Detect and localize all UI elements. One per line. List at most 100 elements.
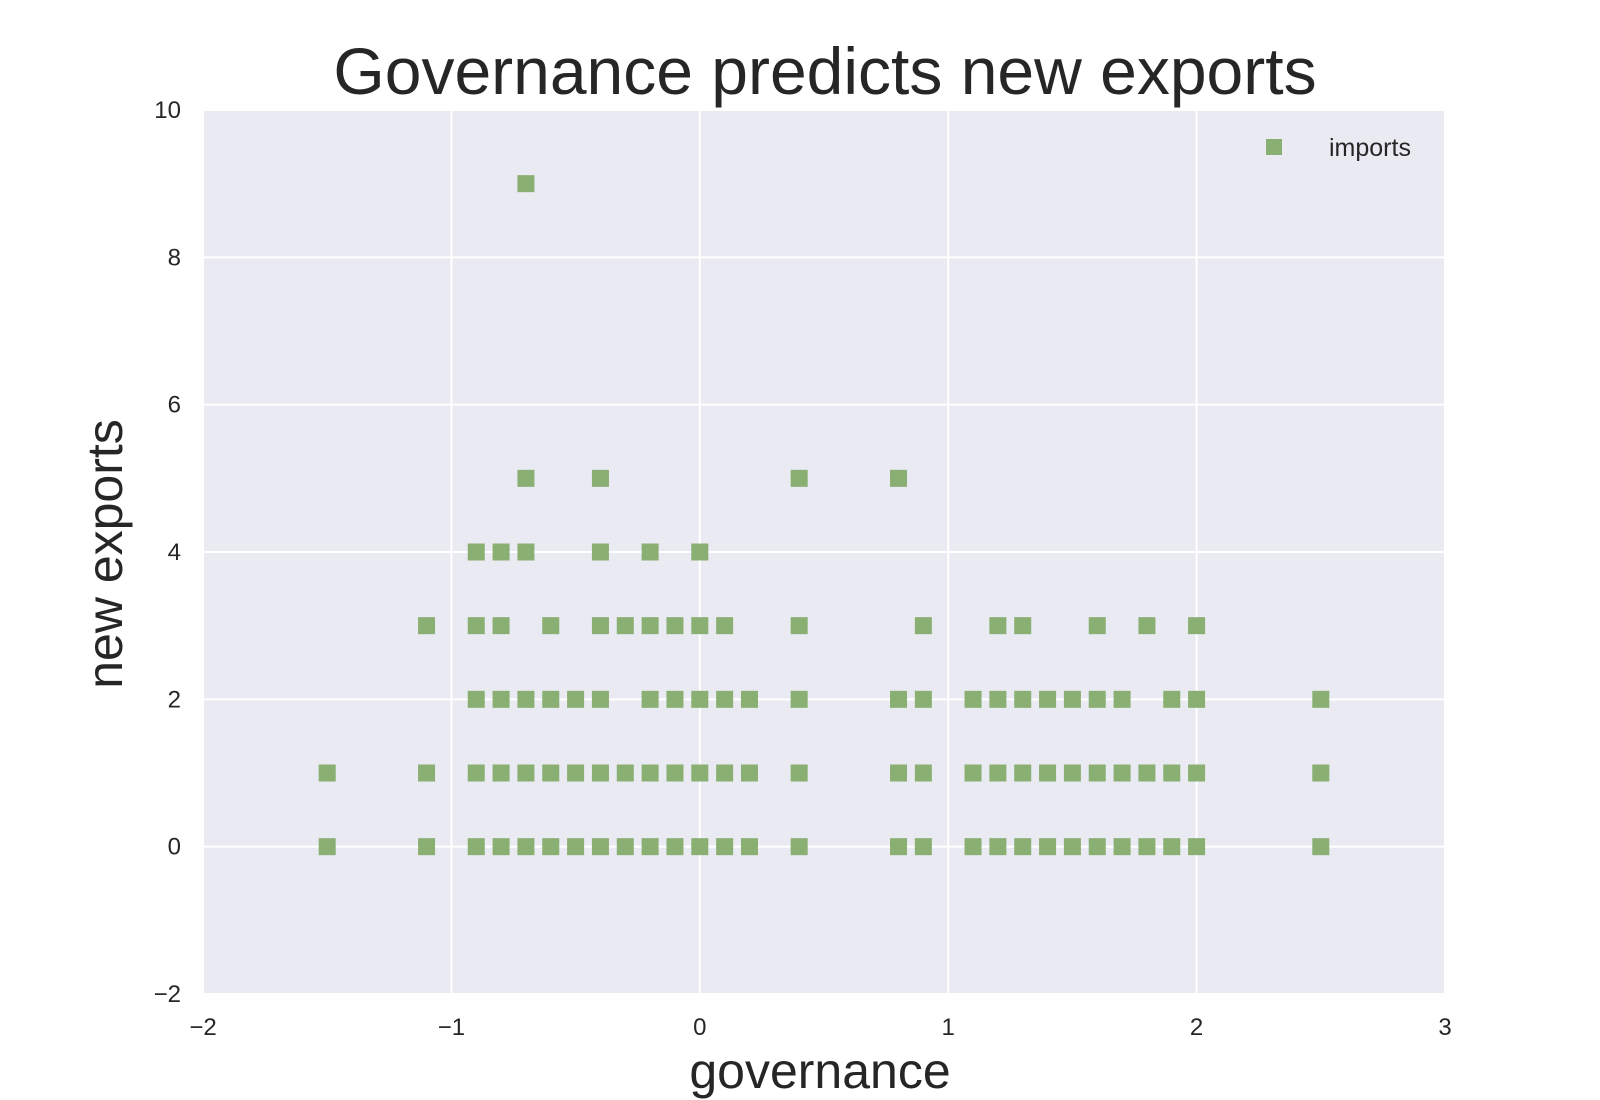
data-point (790, 764, 808, 782)
data-point (1163, 764, 1181, 782)
data-point (1113, 764, 1131, 782)
data-point (318, 838, 336, 856)
data-point (542, 764, 560, 782)
data-point (418, 617, 436, 635)
data-point (641, 617, 659, 635)
data-point (1014, 617, 1032, 635)
data-point (964, 690, 982, 708)
data-point (890, 764, 908, 782)
data-point (517, 838, 535, 856)
data-point (517, 690, 535, 708)
data-point (890, 469, 908, 487)
data-point (567, 764, 585, 782)
data-point (1063, 838, 1081, 856)
data-point (318, 764, 336, 782)
y-tick-label: 10 (154, 97, 181, 124)
data-point (517, 469, 535, 487)
legend-label-imports: imports (1329, 134, 1411, 162)
data-point (641, 764, 659, 782)
x-tick-labels: −2 −1 0 1 2 3 (189, 1014, 1451, 1041)
data-point (790, 469, 808, 487)
data-point (641, 543, 659, 561)
y-tick-label: 4 (168, 539, 181, 566)
data-point (740, 690, 758, 708)
data-point (591, 690, 609, 708)
legend-marker-imports (1266, 139, 1282, 155)
data-point (1088, 764, 1106, 782)
x-tick-label: −1 (438, 1014, 465, 1041)
data-point (1088, 617, 1106, 635)
x-tick-label: 1 (942, 1014, 955, 1041)
data-point (542, 838, 560, 856)
data-point (740, 764, 758, 782)
data-point (890, 690, 908, 708)
data-point (790, 617, 808, 635)
data-point (467, 764, 485, 782)
data-point (1163, 690, 1181, 708)
data-point (517, 764, 535, 782)
y-axis-label: new exports (77, 419, 133, 689)
data-point (591, 469, 609, 487)
data-point (591, 543, 609, 561)
data-point (1039, 690, 1057, 708)
data-point (1188, 764, 1206, 782)
y-tick-label: 0 (168, 834, 181, 861)
y-tick-labels: −2 0 2 4 6 8 10 (154, 97, 181, 1008)
data-point (567, 690, 585, 708)
data-point (1113, 690, 1131, 708)
data-point (1088, 838, 1106, 856)
data-point (1188, 617, 1206, 635)
x-tick-label: 3 (1438, 1014, 1451, 1041)
data-point (542, 617, 560, 635)
data-point (517, 175, 535, 193)
data-point (716, 764, 734, 782)
data-point (716, 838, 734, 856)
data-point (790, 838, 808, 856)
y-tick-label: 2 (168, 686, 181, 713)
data-point (492, 543, 510, 561)
data-point (418, 838, 436, 856)
data-point (914, 764, 932, 782)
data-point (691, 690, 709, 708)
data-point (1063, 764, 1081, 782)
data-point (989, 838, 1007, 856)
grid-lines (202, 109, 1446, 995)
y-tick-label: −2 (154, 981, 181, 1008)
data-point (1063, 690, 1081, 708)
data-point (616, 838, 634, 856)
data-point (542, 690, 560, 708)
data-point (467, 838, 485, 856)
data-point (1138, 838, 1156, 856)
data-point (1138, 764, 1156, 782)
data-point (1163, 838, 1181, 856)
data-point (666, 617, 684, 635)
data-point (989, 617, 1007, 635)
data-point (1039, 764, 1057, 782)
data-point (666, 764, 684, 782)
data-point (1039, 838, 1057, 856)
x-tick-label: 2 (1190, 1014, 1203, 1041)
data-point (716, 617, 734, 635)
data-point (914, 617, 932, 635)
data-point (989, 764, 1007, 782)
data-point (914, 690, 932, 708)
data-point (890, 838, 908, 856)
data-point (641, 838, 659, 856)
y-tick-label: 8 (168, 244, 181, 271)
data-point (1138, 617, 1156, 635)
data-point (1014, 764, 1032, 782)
data-point (790, 690, 808, 708)
data-point (716, 690, 734, 708)
data-point (914, 838, 932, 856)
data-point (666, 690, 684, 708)
data-point (1014, 838, 1032, 856)
data-point (691, 764, 709, 782)
data-point (964, 838, 982, 856)
legend: imports (1266, 134, 1411, 162)
data-point (1113, 838, 1131, 856)
data-point (740, 838, 758, 856)
data-point (1188, 838, 1206, 856)
chart-title: Governance predicts new exports (333, 34, 1316, 108)
data-point (1312, 764, 1330, 782)
